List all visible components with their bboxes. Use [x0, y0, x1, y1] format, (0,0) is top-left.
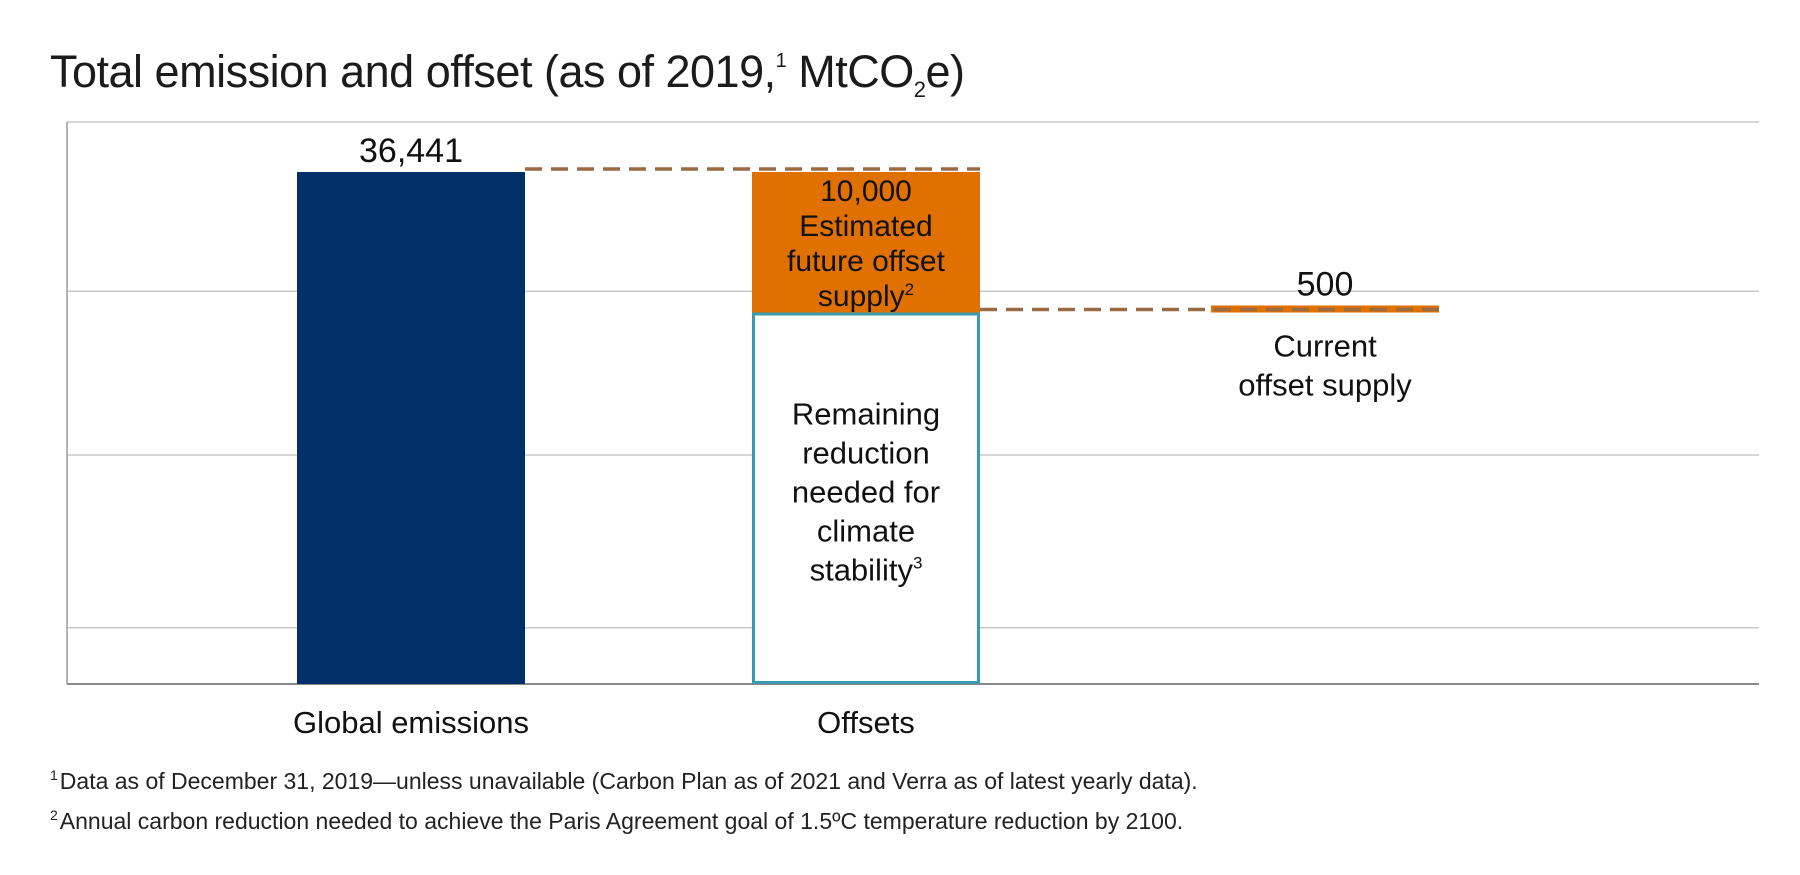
chart-title-footnote-mark: 1 — [775, 50, 787, 72]
x-tick-label-1: Global emissions — [293, 705, 529, 740]
label-remaining-reduction-line-3: needed for — [792, 474, 940, 509]
bar-global-emissions — [297, 172, 525, 684]
footnote-2-mark: 2 — [50, 807, 58, 823]
bar-estimated-future-offset — [752, 172, 980, 313]
label-remaining-reduction-line-5: stability3 — [810, 552, 923, 587]
footnote-1: 1Data as of December 31, 2019—unless una… — [50, 767, 1198, 795]
chart-title: Total emission and offset (as of 2019,1 … — [50, 46, 965, 103]
chart-title-unit-prefix: MtCO — [786, 46, 914, 97]
x-tick-label-2: Offsets — [817, 705, 915, 740]
chart-title-unit-subscript: 2 — [913, 77, 926, 102]
label-estimated-future-offset-line-2: Estimated — [799, 210, 932, 243]
footnote-2-text: Annual carbon reduction needed to achiev… — [59, 808, 1184, 834]
label-remaining-reduction-line-4: climate — [817, 513, 915, 548]
footnote-1-mark: 1 — [50, 767, 58, 783]
label-remaining-reduction-line-1: Remaining — [792, 396, 940, 431]
data-label-current-offset-supply: 500 — [1297, 265, 1354, 303]
chart-title-unit-suffix: e) — [925, 46, 965, 97]
footnote-2: 2Annual carbon reduction needed to achie… — [50, 807, 1183, 835]
data-label-global-emissions: 36,441 — [359, 132, 463, 170]
label-estimated-future-offset-line-3: future offset — [787, 245, 946, 278]
data-label-estimated-future-offset: 10,000 — [820, 175, 912, 208]
label-estimated-future-offset-line-4: supply2 — [818, 280, 914, 313]
chart-title-main: Total emission and offset (as of 2019, — [50, 46, 776, 97]
label-current-offset-supply-line-2: offset supply — [1238, 368, 1412, 403]
label-current-offset-supply-line-1: Current — [1273, 329, 1377, 364]
bar-remaining-reduction — [752, 312, 980, 684]
label-remaining-reduction-line-2: reduction — [802, 435, 930, 470]
footnote-1-text: Data as of December 31, 2019—unless unav… — [59, 768, 1198, 794]
